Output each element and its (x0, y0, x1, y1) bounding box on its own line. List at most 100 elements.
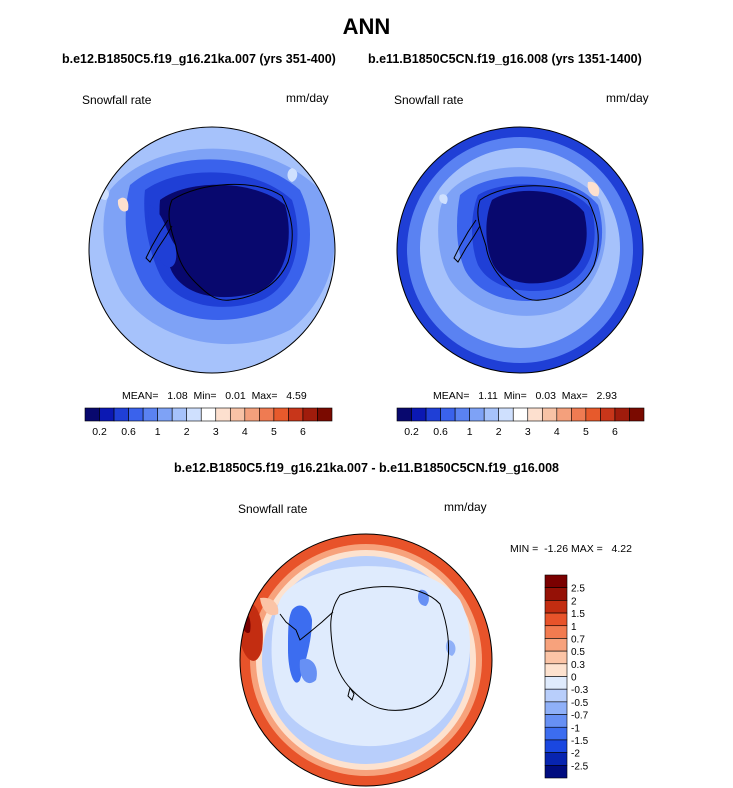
panel-a-case-caption: b.e12.B1850C5.f19_g16.21ka.007 (yrs 351-… (62, 52, 336, 66)
panel-diff-colorbar-tick-label: 1 (571, 622, 577, 633)
panel-b-colorbar-tick-label: 4 (554, 426, 560, 438)
panel-b-colorbar-swatch (411, 407, 427, 422)
panel-b-stats: MEAN= 1.11 Min= 0.03 Max= 2.93 (433, 390, 617, 402)
panel-diff-colorbar-tick-label: -0.5 (571, 698, 589, 709)
panel-a-colorbar-swatch (244, 407, 260, 422)
panel-a-units-label: mm/day (286, 91, 329, 105)
panel-b-variable-label: Snowfall rate (394, 93, 464, 107)
panel-a-colorbar-swatch (200, 407, 217, 422)
panel-b-colorbar-swatch (600, 407, 616, 422)
panel-a-colorbar-swatch (259, 407, 275, 422)
panel-diff-colorbar-swatch (544, 612, 568, 627)
panel-b-colorbar: 0.2 0.6 1 2 3 4 5 6 (396, 407, 645, 438)
panel-b-colorbar-swatch (527, 407, 543, 422)
panel-b-colorbar-tick-label: 3 (525, 426, 531, 438)
panel-diff-colorbar-swatch (544, 765, 568, 779)
panel-b-colorbar-tick-label: 2 (496, 426, 502, 438)
panel-diff-variable-label: Snowfall rate (238, 502, 308, 516)
panel-a-colorbar-swatch (215, 407, 231, 422)
panel-a-colorbar-swatch (171, 407, 188, 422)
panel-a-colorbar-swatch (113, 407, 129, 422)
panel-a-colorbar-swatch (229, 407, 246, 422)
panel-a-colorbar-swatch (84, 407, 100, 422)
panel-b-colorbar-tick-label: 0.6 (433, 426, 448, 438)
panel-diff-colorbar-swatch (544, 638, 568, 652)
panel-diff-colorbar-tick-label: 0 (571, 673, 577, 684)
panel-b-colorbar-swatch (454, 407, 470, 422)
panel-b-colorbar-swatch (396, 407, 412, 422)
panel-diff-colorbar-swatch (544, 726, 568, 741)
panel-b-colorbar-swatch (585, 407, 601, 422)
panel-a-colorbar-tick-label: 4 (242, 426, 248, 438)
panel-diff-colorbar-tick-label: -2 (571, 749, 580, 760)
panel-a-colorbar-tick-label: 0.6 (121, 426, 136, 438)
panel-diff-colorbar-swatch (544, 688, 568, 703)
panel-diff-colorbar-swatch (544, 714, 568, 728)
panel-diff-colorbar-tick-label: -1.5 (571, 736, 589, 747)
panel-diff-stats: MIN = -1.26 MAX = 4.22 (510, 543, 632, 555)
panel-diff-colorbar-tick-label: 0.7 (571, 634, 585, 645)
panel-a-colorbar-tick-label: 5 (271, 426, 277, 438)
panel-b-colorbar-swatch (556, 407, 572, 422)
panel-diff-colorbar-tick-label: 2.5 (571, 584, 585, 595)
panel-diff-colorbar-swatch (544, 587, 568, 601)
panel-b-colorbar-swatch (512, 407, 529, 422)
panel-diff-colorbar: 2.52 1.5 10.7 0.5 0.3 0-0.3 -0.5 -0.7-1 -1.5 -2-2… (544, 574, 589, 779)
panel-a-colorbar-tick-label: 1 (155, 426, 161, 438)
panel-b-colorbar-swatch (498, 407, 514, 422)
panel-b-colorbar-swatch (483, 407, 500, 422)
panel-diff-colorbar-tick-label: 0.3 (571, 660, 585, 671)
panel-diff-colorbar-swatch (544, 663, 568, 677)
panel-a-colorbar-swatch (157, 407, 173, 422)
panel-b-units-label: mm/day (606, 91, 649, 105)
panel-a-variable-label: Snowfall rate (82, 93, 152, 107)
panel-b-colorbar-tick-label: 6 (612, 426, 618, 438)
panel-diff-colorbar-swatch (544, 701, 568, 715)
panel-diff-colorbar-swatch (544, 739, 568, 753)
panel-diff-case-caption: b.e12.B1850C5.f19_g16.21ka.007 - b.e11.B… (174, 461, 559, 475)
panel-a-colorbar-swatch (99, 407, 115, 422)
panel-diff-colorbar-tick-label: 2 (571, 596, 577, 607)
panel-a-map (89, 127, 335, 373)
panel-a-colorbar-tick-label: 6 (300, 426, 306, 438)
panel-b-colorbar-swatch (469, 407, 485, 422)
panel-diff-colorbar-swatch (544, 574, 568, 588)
panel-a-colorbar-swatch (142, 407, 158, 422)
panel-diff-map (240, 534, 492, 786)
panel-diff-units-label: mm/day (444, 500, 487, 514)
panel-diff-colorbar-tick-label: 0.5 (571, 647, 585, 658)
panel-b-colorbar-swatch (440, 407, 456, 422)
panel-diff-colorbar-tick-label: -0.7 (571, 711, 589, 722)
panel-diff-colorbar-tick-label: -1 (571, 723, 580, 734)
panel-b-colorbar-swatch (629, 407, 645, 422)
figure-title: ANN (342, 14, 391, 39)
panel-a-colorbar-swatch (186, 407, 202, 422)
panel-b-case-caption: b.e11.B1850C5CN.f19_g16.008 (yrs 1351-14… (368, 52, 642, 66)
panel-a-colorbar-swatch (302, 407, 318, 422)
panel-diff-colorbar-swatch (544, 676, 568, 690)
panel-diff-colorbar-swatch (544, 650, 568, 665)
panel-a-colorbar-tick-label: 0.2 (92, 426, 107, 438)
panel-b-colorbar-tick-label: 5 (583, 426, 589, 438)
panel-b-map (397, 127, 643, 373)
panel-b-colorbar-tick-label: 0.2 (404, 426, 419, 438)
panel-diff-colorbar-tick-label: -0.3 (571, 685, 589, 696)
panel-a-colorbar-swatch (128, 407, 144, 422)
panel-b-colorbar-swatch (541, 407, 558, 422)
panel-a-colorbar-swatch (288, 407, 304, 422)
panel-a-stats: MEAN= 1.08 Min= 0.01 Max= 4.59 (122, 390, 307, 402)
panel-b-colorbar-swatch (614, 407, 630, 422)
panel-diff-colorbar-swatch (544, 752, 568, 766)
panel-diff-colorbar-swatch (544, 625, 568, 639)
panel-b-colorbar-swatch (571, 407, 587, 422)
panel-b-colorbar-tick-label: 1 (467, 426, 473, 438)
panel-diff-colorbar-swatch (544, 600, 568, 614)
panel-a-colorbar-swatch (273, 407, 289, 422)
panel-a-colorbar-swatch (317, 407, 333, 422)
panel-diff-colorbar-tick-label: -2.5 (571, 761, 589, 772)
panel-a-colorbar-tick-label: 3 (213, 426, 219, 438)
panel-a-colorbar: 0.2 0.6 1 2 3 4 5 6 (84, 407, 333, 438)
panel-a-colorbar-tick-label: 2 (184, 426, 190, 438)
panel-b-colorbar-swatch (425, 407, 441, 422)
